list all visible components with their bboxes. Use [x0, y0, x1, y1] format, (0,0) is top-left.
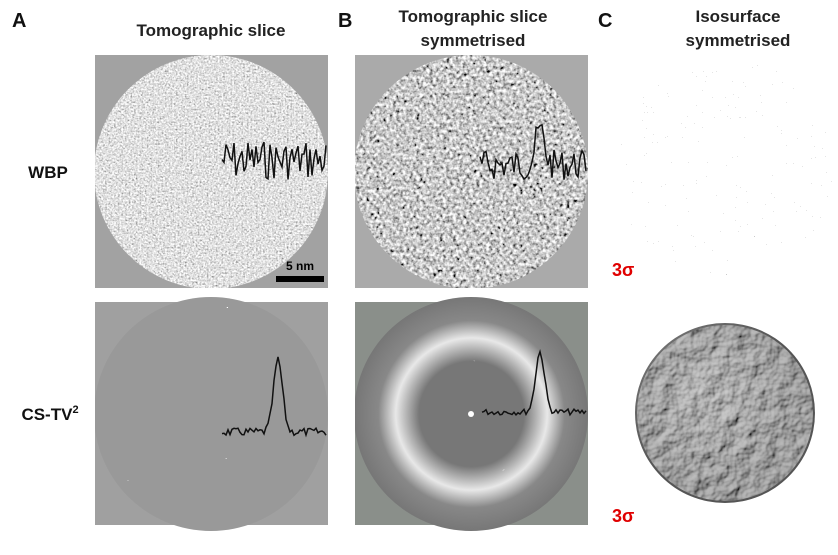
scale-bar: [276, 276, 324, 282]
tomogram-cstv-sym: [355, 297, 588, 531]
panel-letter: B: [338, 10, 352, 32]
tomogram-cstv: [95, 297, 328, 531]
threshold-label: 3σ: [612, 506, 634, 526]
row-label-text: CS-TV: [21, 405, 73, 424]
panel-title: Isosurface: [695, 7, 780, 26]
isosurface-wbp: [615, 57, 835, 277]
panel-letter: C: [598, 10, 612, 32]
tomogram-wbp-sym: [355, 55, 588, 288]
panel-letter: A: [12, 10, 26, 32]
intensity-profile: [481, 348, 587, 417]
intensity-profile: [221, 356, 327, 438]
row-label: WBP: [28, 163, 68, 182]
panel-title: Tomographic slice: [137, 21, 286, 40]
row-label: CS-TV2: [21, 404, 78, 424]
panel-title: Tomographic slice: [399, 7, 548, 26]
tomogram-wbp: [95, 55, 328, 288]
scale-bar-label: 5 nm: [286, 259, 314, 273]
threshold-label: 3σ: [612, 260, 634, 280]
intensity-profile: [479, 123, 587, 181]
panel-title: symmetrised: [686, 31, 791, 50]
panel-title: symmetrised: [421, 31, 526, 50]
profiles: [221, 123, 587, 438]
isosurface-cstv: [635, 323, 815, 503]
intensity-profile: [221, 141, 327, 181]
row-label-sup: 2: [72, 404, 78, 416]
